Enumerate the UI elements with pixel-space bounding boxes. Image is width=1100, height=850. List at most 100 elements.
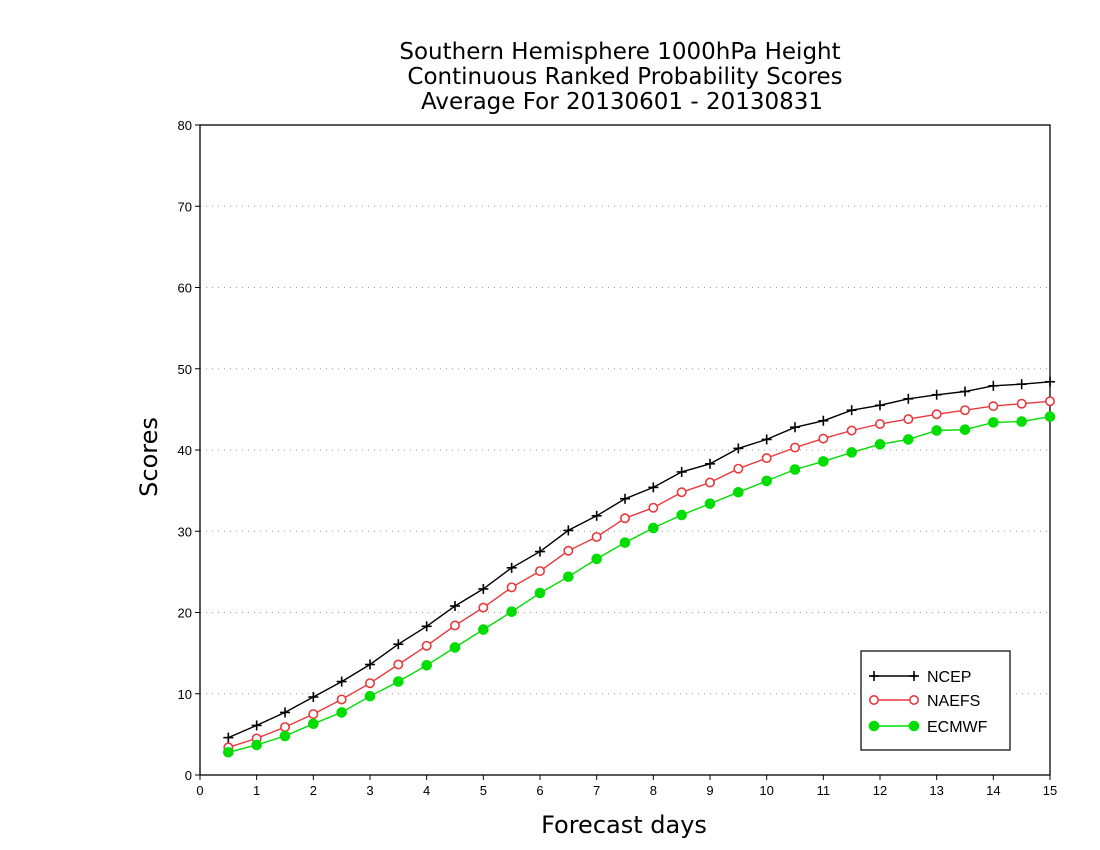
data-point-naefs [534,566,545,577]
legend-marker-ncep [869,671,879,681]
data-point-naefs [421,640,432,651]
data-point-ncep [336,676,347,687]
data-point-naefs [364,678,375,689]
data-point-ncep [308,692,319,702]
data-point-ecmwf [1044,411,1056,422]
data-point-naefs [846,425,857,436]
data-point-ecmwf [648,522,659,534]
data-point-ecmwf [336,707,347,718]
data-point-naefs [648,502,659,513]
series-naefs [223,396,1056,753]
data-point-ncep [365,659,375,670]
data-point-naefs [1016,398,1027,409]
data-point-ncep [761,434,772,445]
x-tick-label: 11 [817,783,831,798]
x-tick-label: 2 [310,783,317,798]
data-point-naefs [761,453,772,464]
data-point-ncep [790,422,800,433]
data-point-naefs [704,477,715,488]
data-point-ecmwf [449,642,461,653]
x-tick-label: 13 [929,783,943,798]
y-tick-label: 40 [178,443,192,458]
data-point-naefs [818,433,829,444]
data-point-ecmwf [959,424,971,435]
x-tick-label: 6 [536,783,543,798]
x-tick-label: 4 [423,783,430,798]
data-point-ecmwf [988,417,999,428]
legend-item-ncep: NCEP [869,669,971,686]
data-point-ncep [563,525,574,536]
y-tick-label: 80 [178,118,192,133]
y-tick-label: 50 [178,362,192,377]
y-tick-label: 60 [178,281,192,296]
data-point-ncep [280,707,290,718]
legend-marker-naefs [868,694,879,705]
data-point-naefs [308,709,319,720]
data-point-ecmwf [591,553,602,565]
series-layer [223,376,1056,758]
x-tick-label: 9 [706,783,713,798]
data-point-naefs [393,659,404,670]
x-tick-label: 5 [480,783,487,798]
data-point-ncep [506,562,517,573]
data-point-ncep [478,583,489,594]
data-point-naefs [874,418,885,429]
data-point-ncep [875,400,885,411]
data-point-ncep [648,482,659,493]
data-point-ecmwf [846,447,857,458]
legend-label-naefs: NAEFS [927,693,980,710]
data-point-ecmwf [704,498,716,509]
data-point-ecmwf [931,425,942,436]
data-point-ncep [705,458,715,469]
data-point-ecmwf [478,624,489,635]
gridlines [200,124,1050,695]
data-point-ecmwf [733,486,744,498]
legend-item-ecmwf: ECMWF [868,719,988,736]
y-tick-label: 70 [178,199,192,214]
data-point-ncep [450,601,460,611]
x-tick-label: 0 [196,783,203,798]
data-point-naefs [903,414,914,425]
x-tick-label: 12 [873,783,887,798]
series-ecmwf [223,411,1056,758]
data-point-ecmwf [506,606,517,617]
data-point-ncep [591,510,602,521]
data-point-ncep [846,405,857,416]
data-point-ncep [931,389,942,400]
data-point-ncep [251,720,262,731]
y-tick-label: 10 [178,687,192,702]
data-point-ncep [535,546,545,557]
data-point-naefs [676,487,687,498]
data-point-ecmwf [534,587,546,599]
data-point-ecmwf [818,456,829,467]
data-point-ecmwf [1016,416,1027,427]
x-tick-label: 8 [650,783,657,798]
data-point-ncep [960,386,970,397]
data-point-naefs [988,401,999,412]
data-point-naefs [336,694,347,705]
data-point-ecmwf [761,475,772,487]
y-axis-label: Scores [135,417,163,497]
x-tick-label: 7 [593,783,600,798]
data-point-naefs [1045,396,1056,407]
data-point-ecmwf [874,439,886,450]
data-point-naefs [591,531,602,542]
x-axis-label: Forecast days [541,811,707,839]
data-point-naefs [478,602,489,613]
data-point-ncep [620,493,630,504]
chart-title-line-2: Continuous Ranked Probability Scores [407,64,842,90]
data-point-ncep [223,732,234,743]
chart-title-line-3: Average For 20130601 - 20130831 [421,89,823,115]
legend-marker-ecmwf [868,720,880,732]
legend: NCEP NAEFS ECMWF [860,650,1011,751]
data-point-naefs [959,405,970,416]
chart-title: Southern Hemisphere 1000hPa Height Conti… [399,39,842,115]
legend-label-ncep: NCEP [927,669,971,686]
data-point-ncep [393,639,404,650]
legend-item-naefs: NAEFS [868,693,980,710]
x-tick-label: 1 [253,783,260,798]
y-tick-label: 0 [185,768,192,783]
data-point-ecmwf [308,718,319,730]
series-ncep [223,376,1055,743]
legend-marker-ecmwf [908,720,920,732]
